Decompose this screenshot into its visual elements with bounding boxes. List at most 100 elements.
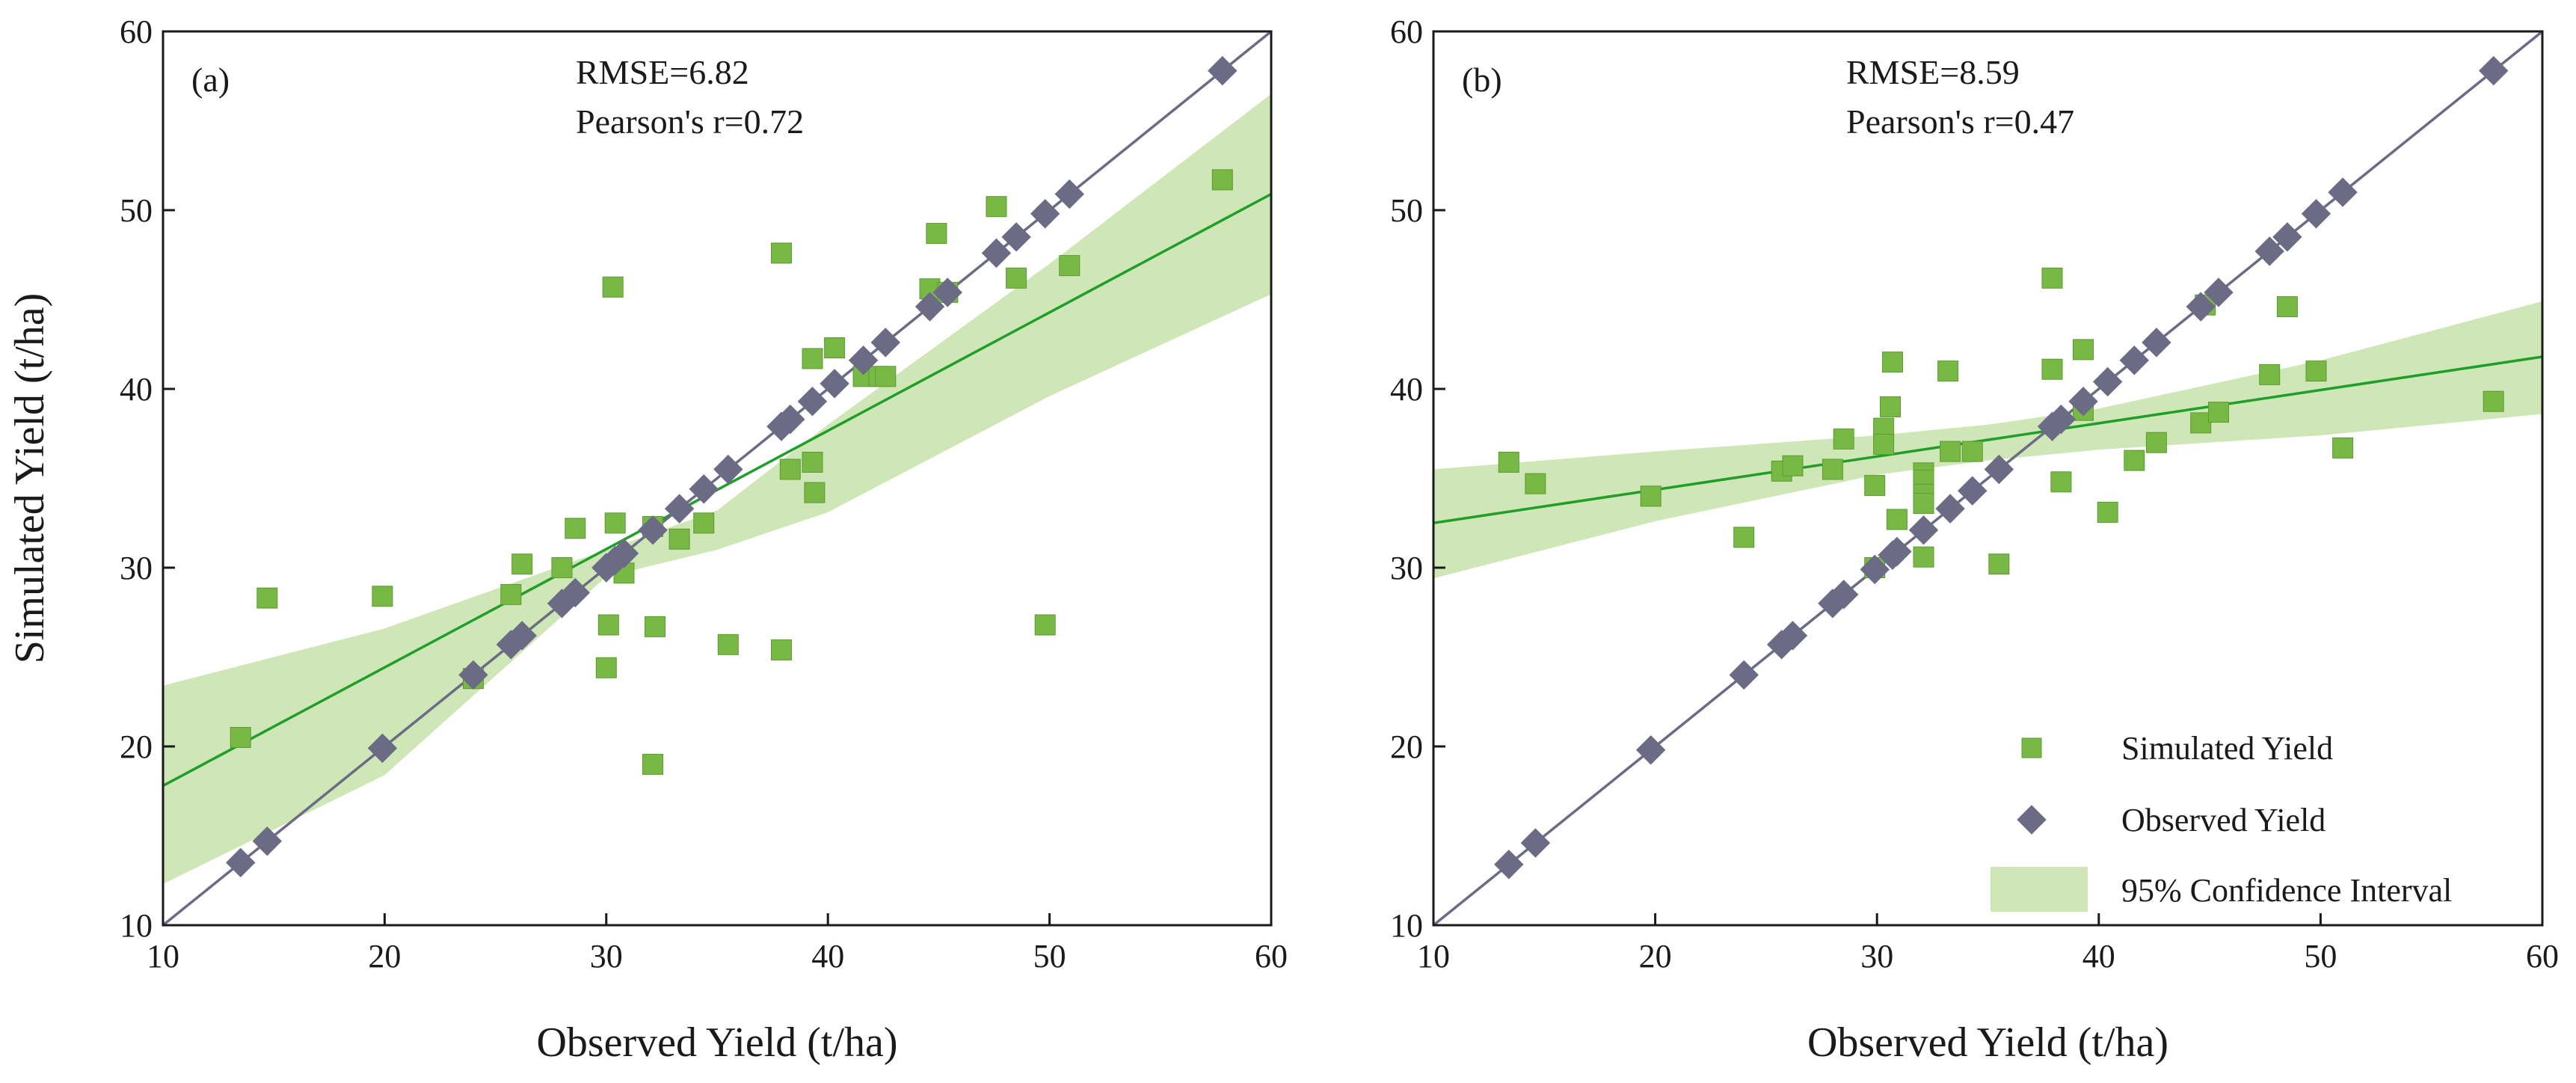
simulated-point — [1873, 434, 1895, 455]
x-tick-label: 40 — [811, 938, 844, 975]
simulated-point — [2276, 296, 2298, 318]
observed-point — [2479, 55, 2509, 86]
panel-label: (a) — [191, 61, 230, 99]
x-tick-label: 30 — [1860, 938, 1893, 975]
observed-point — [367, 733, 398, 764]
observed-point — [713, 454, 743, 485]
simulated-point — [1034, 614, 1056, 636]
simulated-point — [511, 553, 533, 575]
x-tick-label: 60 — [2526, 938, 2559, 975]
axis-ticks-layer: 10 20 30 40 50 60 10 20 30 40 50 60 — [120, 13, 1288, 975]
legend-observed-label: Observed Yield — [2121, 802, 2326, 838]
legend-ci-swatch — [1991, 867, 2088, 912]
observed-point — [820, 369, 849, 399]
axis-ticks-layer: 10 20 30 40 50 60 10 20 30 40 50 60 — [1390, 13, 2559, 975]
simulated-points-layer — [1498, 267, 2504, 578]
rmse-annotation: RMSE=6.82 — [576, 53, 749, 91]
confidence-band — [163, 93, 1271, 885]
simulated-point — [2097, 501, 2118, 523]
simulated-point — [565, 518, 586, 539]
pearson-annotation: Pearson's r=0.72 — [576, 102, 804, 141]
simulated-point — [802, 452, 823, 473]
simulated-point — [2208, 402, 2229, 423]
simulated-point — [668, 528, 690, 550]
y-tick-label: 10 — [120, 907, 153, 944]
y-tick-label: 20 — [120, 728, 153, 765]
simulated-point — [802, 348, 823, 369]
simulated-point — [230, 727, 251, 748]
observed-point — [848, 346, 879, 375]
simulated-point — [986, 196, 1007, 218]
simulated-point — [926, 223, 947, 245]
legend-simulated-marker — [2021, 737, 2042, 758]
observed-point — [2328, 177, 2358, 207]
simulated-point — [551, 557, 573, 578]
observed-point — [1001, 222, 1031, 252]
legend: Simulated Yield Observed Yield 95% Confi… — [1991, 730, 2452, 912]
simulated-point — [1882, 352, 1903, 373]
observed-point — [2254, 236, 2284, 266]
observed-point — [1829, 580, 1859, 610]
simulated-point — [256, 587, 278, 609]
simulated-point — [2041, 358, 2063, 380]
observed-point — [932, 277, 962, 307]
y-axis-title: Simulated Yield (t/ha) — [7, 293, 53, 664]
simulated-point — [2483, 390, 2504, 412]
simulated-point — [2305, 361, 2327, 382]
plot-frame — [162, 30, 1273, 927]
observed-point — [2092, 366, 2123, 397]
x-tick-label: 50 — [2304, 938, 2337, 975]
y-tick-label: 20 — [1390, 728, 1423, 765]
observed-point — [252, 826, 283, 856]
simulated-point — [1640, 485, 1662, 507]
observed-point — [914, 292, 945, 322]
simulated-point — [1059, 255, 1080, 277]
rmse-annotation: RMSE=8.59 — [1846, 53, 2020, 91]
observed-point — [2272, 222, 2302, 252]
simulated-point — [717, 633, 739, 655]
observed-point — [1054, 179, 1084, 209]
y-tick-label: 50 — [120, 192, 153, 229]
legend-simulated-label: Simulated Yield — [2121, 730, 2333, 767]
observed-point — [981, 238, 1012, 269]
simulated-point — [597, 614, 619, 636]
observed-point — [2301, 199, 2331, 229]
simulated-point — [2190, 412, 2212, 434]
observed-point — [1935, 494, 1965, 524]
simulated-point — [771, 242, 792, 264]
x-tick-label: 20 — [368, 938, 401, 975]
simulated-point — [779, 458, 801, 480]
simulated-point — [1961, 441, 1983, 462]
observed-point — [1494, 850, 1524, 880]
simulated-point — [771, 639, 792, 660]
observed-point — [2186, 292, 2216, 322]
simulated-point — [595, 657, 617, 678]
simulated-point — [1913, 546, 1934, 568]
legend-observed-marker — [2017, 805, 2047, 835]
observed-point — [689, 474, 719, 504]
simulated-point — [2050, 471, 2072, 493]
x-tick-label: 20 — [1639, 938, 1672, 975]
observed-points-layer — [1494, 55, 2509, 880]
one-to-one-layer — [162, 30, 1273, 927]
simulated-point — [824, 337, 846, 358]
observed-point — [2119, 346, 2149, 375]
confidence-band-layer — [163, 93, 1271, 885]
y-tick-label: 40 — [120, 371, 153, 408]
x-tick-label: 60 — [1255, 938, 1288, 975]
simulated-point — [1525, 473, 1546, 494]
simulated-point — [1211, 169, 1233, 191]
y-tick-label: 50 — [1390, 192, 1423, 229]
simulated-point — [1988, 553, 2010, 575]
observed-point — [1030, 199, 1060, 229]
simulated-point — [1864, 475, 1886, 497]
simulated-point — [1498, 452, 1519, 473]
simulated-point — [1937, 361, 1959, 382]
observed-point — [560, 577, 591, 608]
simulated-point — [2041, 267, 2063, 289]
observed-point — [1860, 554, 1890, 585]
simulated-point — [1880, 396, 1901, 417]
simulated-point — [1822, 458, 1843, 480]
